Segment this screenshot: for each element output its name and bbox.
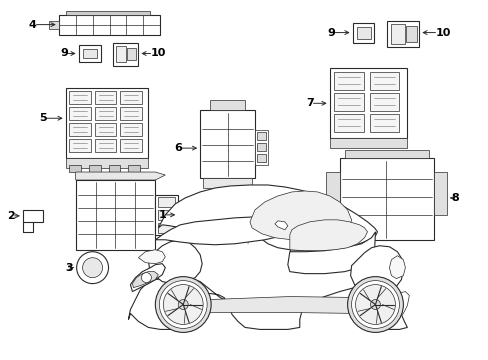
Polygon shape [65, 88, 148, 158]
Polygon shape [94, 139, 116, 152]
Polygon shape [200, 297, 369, 314]
Polygon shape [79, 45, 101, 62]
Polygon shape [339, 158, 433, 240]
Polygon shape [49, 21, 59, 28]
Polygon shape [76, 172, 165, 180]
Polygon shape [158, 197, 175, 207]
Polygon shape [120, 139, 142, 152]
Polygon shape [254, 130, 267, 165]
Text: 8: 8 [450, 193, 458, 203]
Circle shape [347, 276, 403, 332]
Circle shape [178, 300, 188, 310]
Polygon shape [112, 42, 138, 67]
Polygon shape [433, 172, 447, 215]
Circle shape [159, 280, 207, 328]
Polygon shape [94, 123, 116, 136]
Polygon shape [287, 232, 375, 274]
Circle shape [351, 280, 399, 328]
Text: 9: 9 [61, 49, 68, 58]
Circle shape [82, 258, 102, 278]
Polygon shape [350, 246, 403, 293]
Polygon shape [369, 93, 399, 111]
Polygon shape [210, 100, 244, 110]
Text: 10: 10 [434, 28, 450, 37]
Polygon shape [333, 72, 363, 90]
Text: 7: 7 [305, 98, 313, 108]
Polygon shape [148, 240, 202, 284]
Polygon shape [388, 256, 405, 279]
Circle shape [77, 252, 108, 284]
Circle shape [355, 285, 395, 324]
Polygon shape [249, 191, 351, 240]
Polygon shape [23, 210, 42, 222]
Text: 9: 9 [327, 28, 335, 37]
Polygon shape [132, 272, 158, 288]
Polygon shape [158, 210, 175, 220]
Polygon shape [256, 143, 265, 151]
Polygon shape [386, 21, 419, 46]
Polygon shape [130, 264, 165, 292]
Polygon shape [155, 217, 291, 245]
Text: 2: 2 [7, 211, 15, 221]
Polygon shape [289, 220, 367, 251]
Polygon shape [128, 165, 140, 172]
Circle shape [163, 285, 203, 324]
Polygon shape [333, 93, 363, 111]
Polygon shape [68, 91, 90, 104]
Polygon shape [68, 139, 90, 152]
Text: 4: 4 [29, 19, 37, 30]
Polygon shape [369, 72, 399, 90]
Polygon shape [344, 150, 428, 158]
Polygon shape [120, 91, 142, 104]
Polygon shape [356, 27, 370, 39]
Polygon shape [329, 138, 407, 148]
Polygon shape [158, 185, 377, 251]
Polygon shape [88, 165, 101, 172]
Polygon shape [127, 48, 136, 60]
Polygon shape [274, 221, 287, 230]
Text: 5: 5 [39, 113, 47, 123]
Polygon shape [120, 107, 142, 120]
Polygon shape [369, 114, 399, 132]
Polygon shape [352, 23, 374, 42]
Polygon shape [94, 91, 116, 104]
Polygon shape [94, 107, 116, 120]
Polygon shape [108, 165, 120, 172]
Polygon shape [68, 165, 81, 172]
Text: 3: 3 [65, 263, 73, 273]
Polygon shape [65, 11, 150, 15]
Polygon shape [82, 49, 96, 58]
Text: 10: 10 [150, 49, 165, 58]
Polygon shape [68, 107, 90, 120]
Polygon shape [158, 223, 175, 233]
Polygon shape [116, 45, 126, 62]
Polygon shape [379, 292, 408, 321]
Polygon shape [68, 123, 90, 136]
Polygon shape [200, 110, 254, 178]
Polygon shape [128, 276, 407, 329]
Polygon shape [65, 158, 148, 168]
Polygon shape [390, 24, 405, 44]
Polygon shape [155, 195, 178, 235]
Circle shape [370, 300, 380, 310]
Polygon shape [120, 123, 142, 136]
Polygon shape [203, 178, 251, 188]
Circle shape [141, 273, 151, 283]
Polygon shape [138, 250, 165, 264]
Polygon shape [333, 114, 363, 132]
Polygon shape [325, 172, 339, 215]
Polygon shape [329, 68, 407, 138]
Circle shape [155, 276, 211, 332]
Polygon shape [406, 26, 416, 41]
Text: 1: 1 [158, 210, 166, 220]
Polygon shape [76, 180, 155, 250]
Text: 6: 6 [174, 143, 182, 153]
Polygon shape [256, 154, 265, 162]
Polygon shape [59, 15, 160, 35]
Polygon shape [256, 132, 265, 140]
